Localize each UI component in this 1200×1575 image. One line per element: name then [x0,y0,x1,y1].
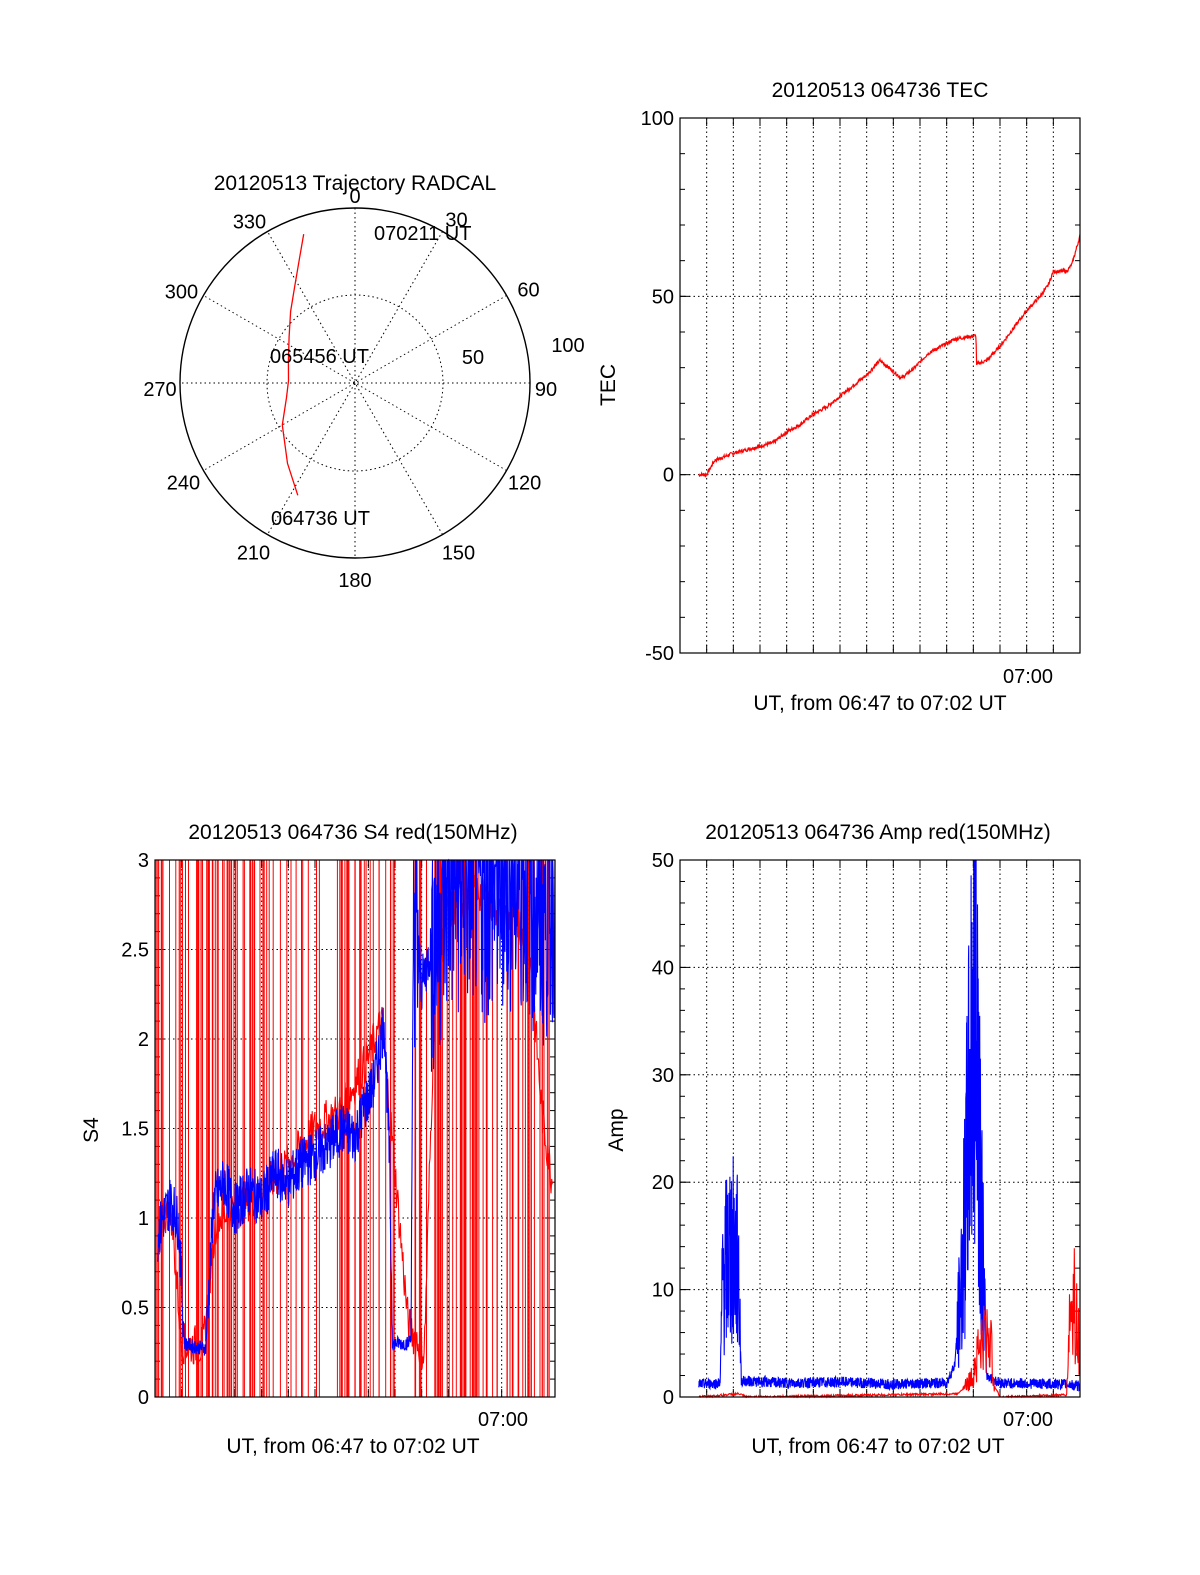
s4-chart: 20120513 064736 S4 red(150MHz) 0 0.5 1 1.5 2… [80,821,556,1458]
tec-plot-frame [679,117,1081,654]
amp-y-axis-label: Amp [605,1108,628,1151]
s4-blue-series-line [157,858,556,1356]
polar-azimuth-label: 60 [517,280,539,302]
s4-title: 20120513 064736 S4 red(150MHz) [188,821,517,844]
amp-y-tick-label: 20 [652,1172,674,1194]
polar-annotation-start: 064736 UT [271,508,370,530]
tec-series-line [698,234,1081,479]
s4-y-tick-label: 3 [138,850,149,872]
amp-grid [680,859,1080,1398]
s4-y-tick-label: 1.5 [121,1119,149,1141]
polar-azimuth-label: 150 [442,543,475,565]
polar-radius-label-50: 50 [462,347,484,369]
amp-y-tick-label: 50 [652,850,674,872]
polar-azimuth-label: 90 [535,379,557,401]
polar-azimuth-label: 120 [508,473,541,495]
amp-x-axis-label: UT, from 06:47 to 07:02 UT [751,1435,1004,1458]
tec-x-axis-label: UT, from 06:47 to 07:02 UT [753,692,1006,715]
polar-azimuth-labels: 0 30 60 90 120 150 180 210 240 270 300 330 [143,186,557,592]
amp-x-tick-label: 07:00 [1003,1409,1053,1431]
amp-y-tick-label: 40 [652,957,674,979]
amp-y-tick-labels: 0 10 20 30 40 50 [652,850,674,1409]
s4-y-tick-label: 0.5 [121,1298,149,1320]
polar-azimuth-label: 330 [233,211,266,233]
s4-y-tick-label: 2 [138,1029,149,1051]
polar-azimuth-label: 180 [338,570,371,592]
amp-y-tick-label: 10 [652,1280,674,1302]
polar-spokes [180,208,530,558]
amp-blue-series-line [698,859,1081,1392]
tec-y-tick-label: -50 [645,643,674,665]
polar-azimuth-label: 300 [165,282,198,304]
s4-y-tick-label: 0 [138,1387,149,1409]
polar-azimuth-label: 0 [349,186,360,208]
s4-y-axis-label: S4 [80,1117,103,1143]
amp-y-tick-label: 0 [663,1387,674,1409]
amp-plot-frame [679,859,1081,1398]
amp-chart: 20120513 064736 Amp red(150MHz) 0 10 20 30 4… [605,821,1081,1458]
polar-chart: 20120513 Trajectory RADCAL 0 30 60 90 120 150… [143,172,584,592]
polar-radius-label-100: 100 [551,335,584,357]
tec-y-tick-labels: -50 0 50 100 [641,108,674,665]
tec-y-tick-label: 0 [663,465,674,487]
polar-azimuth-label: 30 [445,209,467,231]
s4-y-tick-label: 2.5 [121,940,149,962]
tec-y-tick-label: 100 [641,108,674,130]
amp-red-series-line [698,1248,1081,1400]
polar-azimuth-label: 240 [167,473,200,495]
s4-y-tick-label: 1 [138,1208,149,1230]
polar-title: 20120513 Trajectory RADCAL [214,172,497,195]
polar-trajectory-line [281,233,305,496]
s4-plot-frame [154,859,556,1398]
tec-title: 20120513 064736 TEC [772,79,989,102]
amp-y-tick-label: 30 [652,1065,674,1087]
s4-x-axis-label: UT, from 06:47 to 07:02 UT [226,1435,479,1458]
polar-annotation-end: 070211 UT [374,223,471,245]
amp-title: 20120513 064736 Amp red(150MHz) [705,821,1051,844]
tec-y-axis-label: TEC [597,364,620,406]
tec-y-tick-label: 50 [652,286,674,308]
s4-x-tick-label: 07:00 [478,1409,528,1431]
polar-azimuth-label: 210 [237,543,270,565]
tec-chart: 20120513 064736 TEC -50 0 50 100 07:00 UT, … [597,79,1081,715]
s4-y-tick-labels: 0 0.5 1 1.5 2 2.5 3 [121,850,149,1409]
tec-x-tick-label: 07:00 [1003,666,1053,688]
polar-azimuth-label: 270 [143,379,176,401]
polar-annotation-mid: 065456 UT [270,346,369,368]
tec-grid [680,117,1080,654]
